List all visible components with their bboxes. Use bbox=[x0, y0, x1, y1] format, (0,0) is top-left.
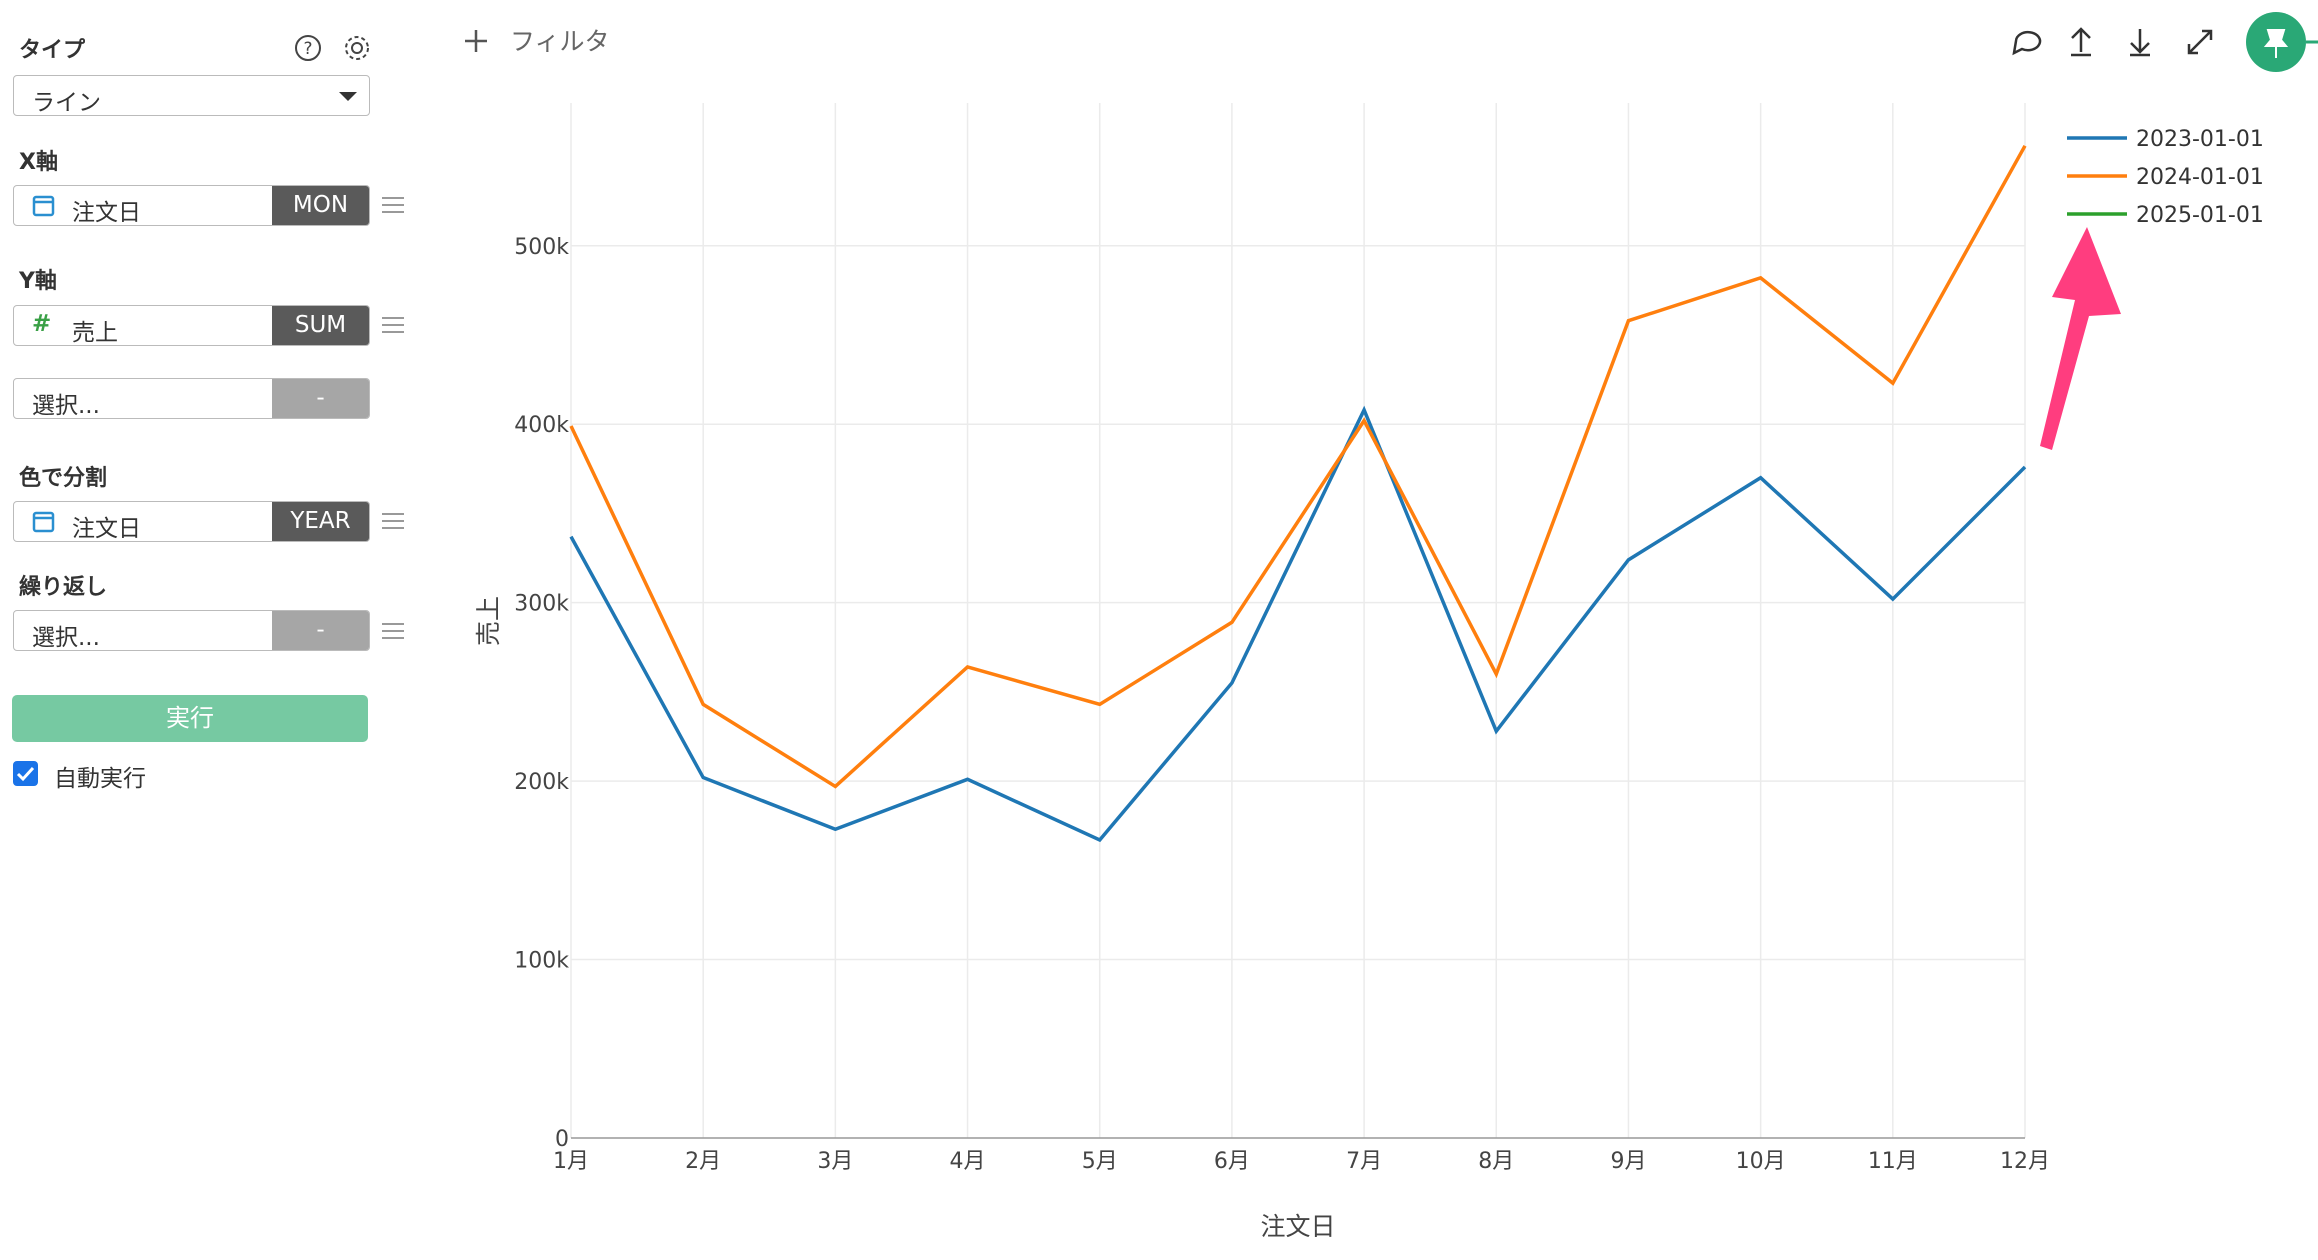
y-tick-label: 100k bbox=[514, 949, 569, 974]
field-name: 選択... bbox=[32, 625, 100, 651]
repeat-field[interactable]: 選択... - bbox=[13, 610, 370, 651]
x-tick-label: 5月 bbox=[1082, 1149, 1118, 1174]
x-tick-label: 8月 bbox=[1478, 1149, 1514, 1174]
dropdown-arrow bbox=[339, 92, 357, 101]
auto-run-label: 自動実行 bbox=[54, 766, 146, 792]
x-tick-label: 2月 bbox=[685, 1149, 721, 1174]
menu-icon[interactable] bbox=[382, 197, 404, 213]
aggregation[interactable]: - bbox=[272, 611, 369, 650]
aggregation[interactable]: - bbox=[272, 379, 369, 418]
y-axis-field[interactable]: # 売上 SUM bbox=[13, 305, 370, 346]
field-name: 選択... bbox=[32, 393, 100, 419]
series-line bbox=[569, 405, 2027, 843]
y-extra-field[interactable]: 選択... - bbox=[13, 378, 370, 419]
type-label: タイプ bbox=[19, 38, 86, 63]
x-tick-label: 9月 bbox=[1610, 1149, 1646, 1174]
toolbar-icons bbox=[2012, 27, 2213, 57]
download-icon[interactable] bbox=[2130, 29, 2150, 57]
x-tick-label: 1月 bbox=[553, 1149, 589, 1174]
expand-icon[interactable] bbox=[2187, 29, 2213, 55]
annotation-arrow bbox=[2040, 227, 2121, 450]
menu-icon[interactable] bbox=[382, 513, 404, 529]
number-icon: # bbox=[32, 311, 52, 337]
aggregation[interactable]: SUM bbox=[272, 306, 369, 345]
settings-icon[interactable] bbox=[342, 33, 372, 63]
legend-label: 2024-01-01 bbox=[2136, 165, 2264, 190]
series-line bbox=[569, 144, 2027, 789]
legend-label: 2023-01-01 bbox=[2136, 127, 2264, 152]
menu-icon[interactable] bbox=[382, 623, 404, 639]
y-tick-label: 0 bbox=[555, 1127, 569, 1152]
field-name: 注文日 bbox=[72, 516, 141, 542]
auto-run-checkbox[interactable] bbox=[13, 761, 38, 786]
x-tick-label: 6月 bbox=[1214, 1149, 1250, 1174]
legend-label: 2025-01-01 bbox=[2136, 203, 2264, 228]
filter-label: フィルタ bbox=[510, 27, 610, 56]
calendar-icon bbox=[32, 195, 55, 217]
aggregation[interactable]: YEAR bbox=[272, 502, 369, 541]
color-split-field[interactable]: 注文日 YEAR bbox=[13, 501, 370, 542]
run-button[interactable]: 実行 bbox=[12, 695, 368, 742]
repeat-label: 繰り返し bbox=[19, 575, 108, 600]
upload-icon[interactable] bbox=[2071, 27, 2091, 57]
check-mark bbox=[16, 766, 35, 782]
type-select[interactable]: ライン bbox=[13, 75, 370, 116]
calendar-icon bbox=[32, 511, 55, 533]
x-axis-label: X軸 bbox=[19, 150, 58, 175]
help-icon[interactable]: ? bbox=[293, 33, 323, 63]
color-split-label: 色で分割 bbox=[19, 466, 108, 491]
x-tick-label: 3月 bbox=[817, 1149, 853, 1174]
y-tick-label: 200k bbox=[514, 770, 569, 795]
pin-icon bbox=[2263, 29, 2289, 58]
field-name: 売上 bbox=[72, 320, 118, 346]
x-tick-label: 4月 bbox=[950, 1149, 986, 1174]
legend: 2023-01-01 2024-01-01 2025-01-01 bbox=[2067, 127, 2264, 228]
x-tick-label: 10月 bbox=[1736, 1149, 1786, 1174]
x-tick-label: 11月 bbox=[1868, 1149, 1918, 1174]
svg-text:?: ? bbox=[303, 39, 312, 59]
filter-button[interactable]: フィルタ bbox=[465, 27, 610, 56]
x-tick-label: 7月 bbox=[1346, 1149, 1382, 1174]
x-axis-title: 注文日 bbox=[1260, 1212, 1335, 1241]
field-name: 注文日 bbox=[72, 200, 141, 226]
y-tick-label: 500k bbox=[514, 235, 569, 260]
type-value: ライン bbox=[32, 90, 101, 116]
comment-icon[interactable] bbox=[2012, 31, 2042, 56]
plot: 1月 2月 3月 4月 5月 6月 7月 8月 9月 10月 11月 12月 0 100k 200k 300k… bbox=[474, 103, 2050, 1241]
x-tick-label: 12月 bbox=[2000, 1149, 2050, 1174]
menu-icon[interactable] bbox=[382, 317, 404, 333]
y-axis-title: 売上 bbox=[474, 596, 503, 646]
y-tick-label: 300k bbox=[514, 592, 569, 617]
y-tick-label: 400k bbox=[514, 413, 569, 438]
aggregation[interactable]: MON bbox=[272, 186, 369, 225]
x-axis-field[interactable]: 注文日 MON bbox=[13, 185, 370, 226]
y-axis-label: Y軸 bbox=[19, 269, 57, 294]
